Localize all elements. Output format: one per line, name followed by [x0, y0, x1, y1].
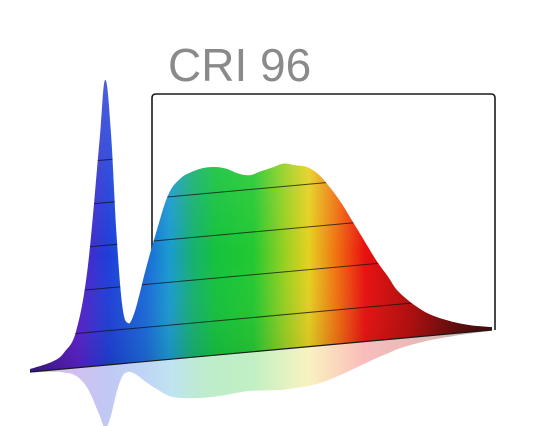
spectrum-baseline	[29, 329, 493, 373]
reflection-area	[30, 330, 492, 426]
spectrum-shading	[30, 79, 492, 372]
spectrum-reflection	[30, 330, 492, 426]
cri-label: CRI 96	[168, 39, 311, 91]
chart-frame	[151, 93, 496, 330]
